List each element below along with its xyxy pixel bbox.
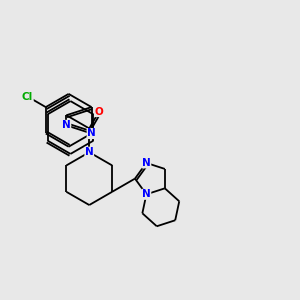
Text: N: N — [142, 158, 151, 168]
Text: N: N — [62, 120, 71, 130]
Text: O: O — [94, 106, 103, 117]
Text: N: N — [142, 189, 151, 199]
Text: N: N — [87, 128, 96, 139]
Text: Cl: Cl — [22, 92, 33, 102]
Text: N: N — [85, 147, 94, 157]
